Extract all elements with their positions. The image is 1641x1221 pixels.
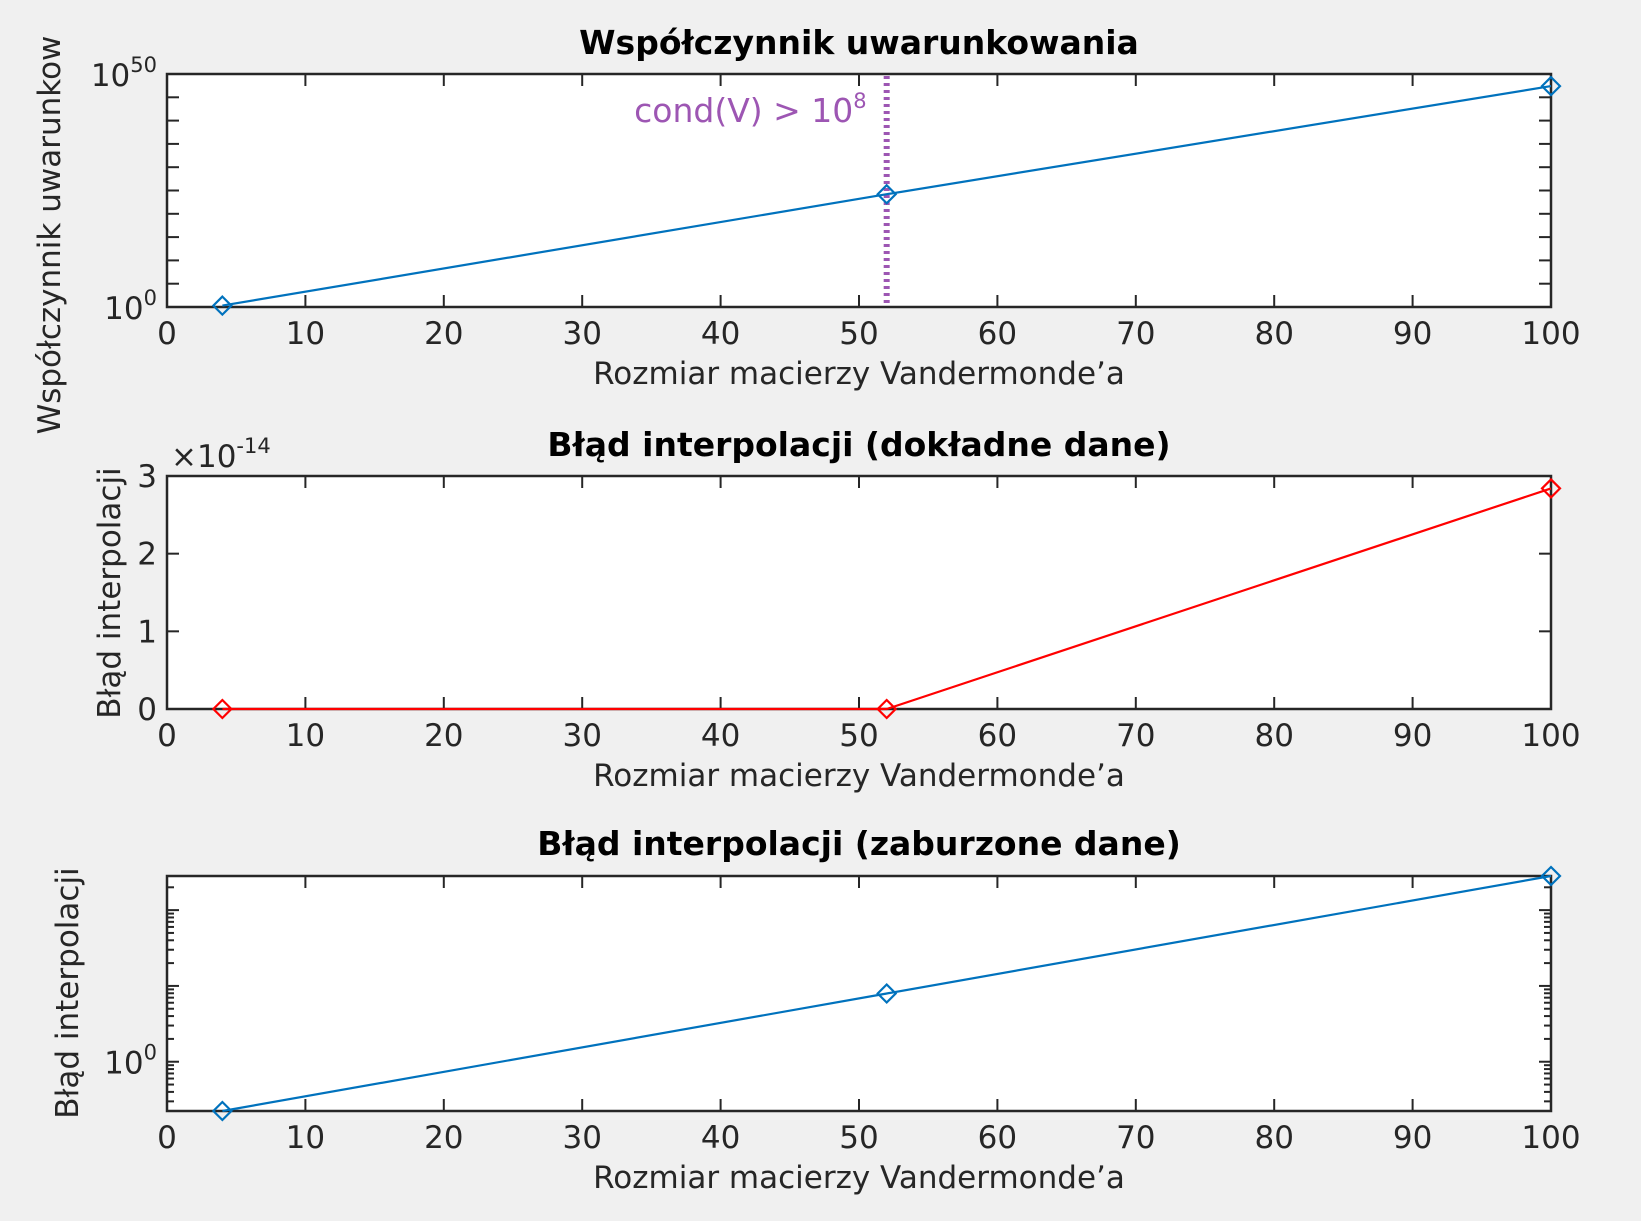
plot-area (167, 74, 1551, 307)
chart-3: 0 10 20 30 40 50 60 70 80 90 100 100 Błąd interpolac… (50, 824, 1581, 1196)
x-tick-label: 30 (562, 718, 601, 754)
data-point (1540, 477, 1562, 499)
x-tick-label: 40 (701, 316, 740, 352)
x-tick-label: 80 (1254, 1120, 1293, 1156)
x-tick-label: 100 (1521, 718, 1580, 754)
y-tick-label: 100 (104, 1041, 157, 1082)
series-line (222, 85, 1552, 307)
x-tick-label: 90 (1393, 316, 1432, 352)
x-tick-label: 80 (1254, 718, 1293, 754)
x-axis-label: Rozmiar macierzy Vandermonde’a (593, 1160, 1125, 1196)
x-tick-label: 20 (424, 718, 463, 754)
x-tick-label: 0 (157, 718, 177, 754)
chart-1: 0 10 20 30 40 50 60 70 80 90 100 100 1050 cond(V) > 1… (32, 23, 1581, 434)
y-tick-label: 2 (137, 537, 157, 573)
series-line (222, 487, 1552, 711)
data-point (876, 698, 898, 720)
plot-area (167, 476, 1551, 709)
x-tick-label: 80 (1254, 316, 1293, 352)
y-tick-label: 1050 (91, 53, 157, 94)
x-tick-label: 70 (1116, 1120, 1155, 1156)
x-tick-label: 20 (424, 1120, 463, 1156)
data-point (876, 183, 898, 205)
y-axis-label: Błąd interpolacji (50, 867, 86, 1118)
x-tick-label: 40 (701, 1120, 740, 1156)
x-tick-label: 60 (978, 718, 1017, 754)
x-tick-label: 0 (157, 316, 177, 352)
x-tick-label: 10 (286, 718, 325, 754)
data-point (211, 698, 233, 720)
x-tick-label: 90 (1393, 1120, 1432, 1156)
x-tick-label: 40 (701, 718, 740, 754)
y-tick-label: 100 (104, 286, 157, 327)
x-tick-label: 50 (839, 1120, 878, 1156)
chart-title: Błąd interpolacji (dokładne dane) (547, 425, 1170, 464)
x-tick-label: 100 (1521, 316, 1580, 352)
x-tick-label: 10 (286, 316, 325, 352)
axes-frame (165, 874, 1553, 1113)
plot-area (167, 876, 1551, 1111)
data-point (211, 295, 233, 317)
x-tick-label: 60 (978, 1120, 1017, 1156)
data-point (876, 982, 898, 1005)
x-tick-label: 90 (1393, 718, 1432, 754)
y-tick-label: 0 (137, 692, 157, 728)
x-tick-label: 10 (286, 1120, 325, 1156)
x-tick-label: 100 (1521, 1120, 1580, 1156)
chart-2: 0 10 20 30 40 50 60 70 80 90 100 0 1 2 3 ×10-14 Błąd int… (92, 425, 1581, 794)
data-point (1540, 865, 1562, 887)
x-tick-label: 50 (839, 718, 878, 754)
y-axis-label: Współczynnik uwarunkow (32, 36, 68, 435)
x-tick-label: 20 (424, 316, 463, 352)
y-tick-label: 1 (137, 614, 157, 650)
axes-frame (165, 72, 1553, 309)
data-point (211, 1100, 233, 1122)
x-axis-label: Rozmiar macierzy Vandermonde’a (593, 758, 1125, 794)
y-exponent-label: ×10-14 (171, 434, 271, 475)
threshold-label: cond(V) > 108 (634, 89, 867, 130)
x-tick-label: 50 (839, 316, 878, 352)
x-tick-label: 60 (978, 316, 1017, 352)
x-tick-label: 70 (1116, 316, 1155, 352)
y-axis-label: Błąd interpolacji (92, 467, 128, 718)
chart-title: Błąd interpolacji (zaburzone dane) (537, 824, 1181, 863)
x-tick-label: 0 (157, 1120, 177, 1156)
x-tick-label: 30 (562, 1120, 601, 1156)
y-tick-label: 3 (137, 459, 157, 495)
x-tick-label: 70 (1116, 718, 1155, 754)
x-tick-label: 30 (562, 316, 601, 352)
data-point (1540, 75, 1562, 97)
series-line (222, 874, 1552, 1113)
chart-title: Współczynnik uwarunkowania (579, 23, 1139, 62)
x-axis-label: Rozmiar macierzy Vandermonde’a (593, 356, 1125, 392)
